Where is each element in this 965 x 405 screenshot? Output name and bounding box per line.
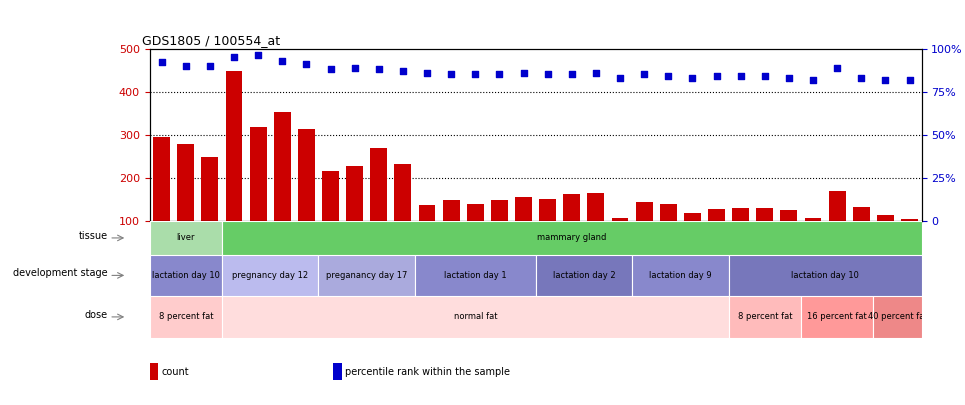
- Bar: [853, 207, 869, 221]
- Point: [346, 64, 362, 71]
- Point: [539, 71, 555, 78]
- Bar: [226, 71, 242, 221]
- Bar: [612, 218, 628, 221]
- Text: tissue: tissue: [78, 231, 108, 241]
- Text: dose: dose: [85, 310, 108, 320]
- Text: normal fat: normal fat: [454, 312, 497, 322]
- Bar: [415, 255, 536, 296]
- Point: [491, 71, 507, 78]
- Point: [153, 59, 169, 66]
- Bar: [636, 202, 652, 221]
- Point: [636, 71, 651, 78]
- Bar: [539, 199, 556, 221]
- Point: [226, 54, 241, 60]
- Bar: [732, 208, 749, 221]
- Text: 8 percent fat: 8 percent fat: [737, 312, 792, 322]
- Point: [564, 71, 579, 78]
- Bar: [515, 197, 532, 221]
- Bar: [829, 191, 845, 221]
- Bar: [322, 171, 339, 221]
- Point: [371, 66, 386, 72]
- Bar: [805, 218, 821, 221]
- Bar: [684, 213, 701, 221]
- Bar: [801, 296, 873, 338]
- Bar: [250, 127, 266, 221]
- Bar: [729, 255, 922, 296]
- Point: [877, 76, 893, 83]
- Bar: [536, 255, 632, 296]
- Bar: [318, 255, 415, 296]
- Bar: [443, 200, 459, 221]
- Text: percentile rank within the sample: percentile rank within the sample: [345, 367, 510, 377]
- Point: [467, 71, 482, 78]
- Bar: [150, 221, 222, 255]
- Bar: [222, 296, 729, 338]
- Point: [419, 70, 434, 76]
- Point: [853, 75, 869, 81]
- Point: [250, 52, 265, 59]
- Bar: [150, 363, 158, 380]
- Bar: [873, 296, 922, 338]
- Point: [274, 58, 290, 64]
- Point: [660, 73, 676, 79]
- Bar: [274, 112, 290, 221]
- Text: 16 percent fat: 16 percent fat: [808, 312, 867, 322]
- Bar: [346, 166, 363, 221]
- Bar: [564, 194, 580, 221]
- Bar: [877, 215, 894, 221]
- Bar: [150, 255, 222, 296]
- Point: [395, 68, 410, 74]
- Point: [298, 61, 314, 67]
- Text: lactation day 9: lactation day 9: [649, 271, 711, 280]
- Bar: [632, 255, 729, 296]
- Bar: [757, 208, 773, 221]
- Text: pregnancy day 12: pregnancy day 12: [233, 271, 308, 280]
- Text: lactation day 1: lactation day 1: [444, 271, 507, 280]
- Bar: [419, 205, 435, 221]
- Bar: [781, 210, 797, 221]
- Text: 40 percent fat: 40 percent fat: [868, 312, 927, 322]
- Point: [757, 73, 772, 79]
- Point: [202, 62, 217, 69]
- Text: lactation day 10: lactation day 10: [152, 271, 220, 280]
- Point: [732, 73, 748, 79]
- Text: 8 percent fat: 8 percent fat: [158, 312, 213, 322]
- Text: count: count: [161, 367, 189, 377]
- Text: mammary gland: mammary gland: [538, 233, 606, 243]
- Point: [443, 71, 458, 78]
- Bar: [588, 193, 604, 221]
- Point: [805, 76, 820, 83]
- Bar: [467, 203, 483, 221]
- Bar: [202, 157, 218, 221]
- Bar: [298, 129, 315, 221]
- Point: [322, 66, 338, 72]
- Text: liver: liver: [177, 233, 195, 243]
- Bar: [729, 296, 801, 338]
- Bar: [222, 255, 318, 296]
- Bar: [333, 363, 342, 380]
- Bar: [150, 296, 222, 338]
- Bar: [660, 205, 676, 221]
- Text: GDS1805 / 100554_at: GDS1805 / 100554_at: [142, 34, 280, 47]
- Point: [829, 64, 844, 71]
- Point: [588, 70, 603, 76]
- Text: lactation day 2: lactation day 2: [553, 271, 615, 280]
- Bar: [395, 164, 411, 221]
- Point: [684, 75, 700, 81]
- Bar: [901, 219, 918, 221]
- Bar: [153, 137, 170, 221]
- Text: preganancy day 17: preganancy day 17: [326, 271, 407, 280]
- Point: [612, 75, 627, 81]
- Point: [515, 70, 531, 76]
- Text: development stage: development stage: [14, 269, 108, 278]
- Text: lactation day 10: lactation day 10: [791, 271, 859, 280]
- Point: [781, 75, 796, 81]
- Point: [708, 73, 724, 79]
- Point: [901, 76, 917, 83]
- Bar: [178, 144, 194, 221]
- Bar: [371, 149, 387, 221]
- Bar: [491, 200, 508, 221]
- Bar: [708, 209, 725, 221]
- Point: [178, 62, 193, 69]
